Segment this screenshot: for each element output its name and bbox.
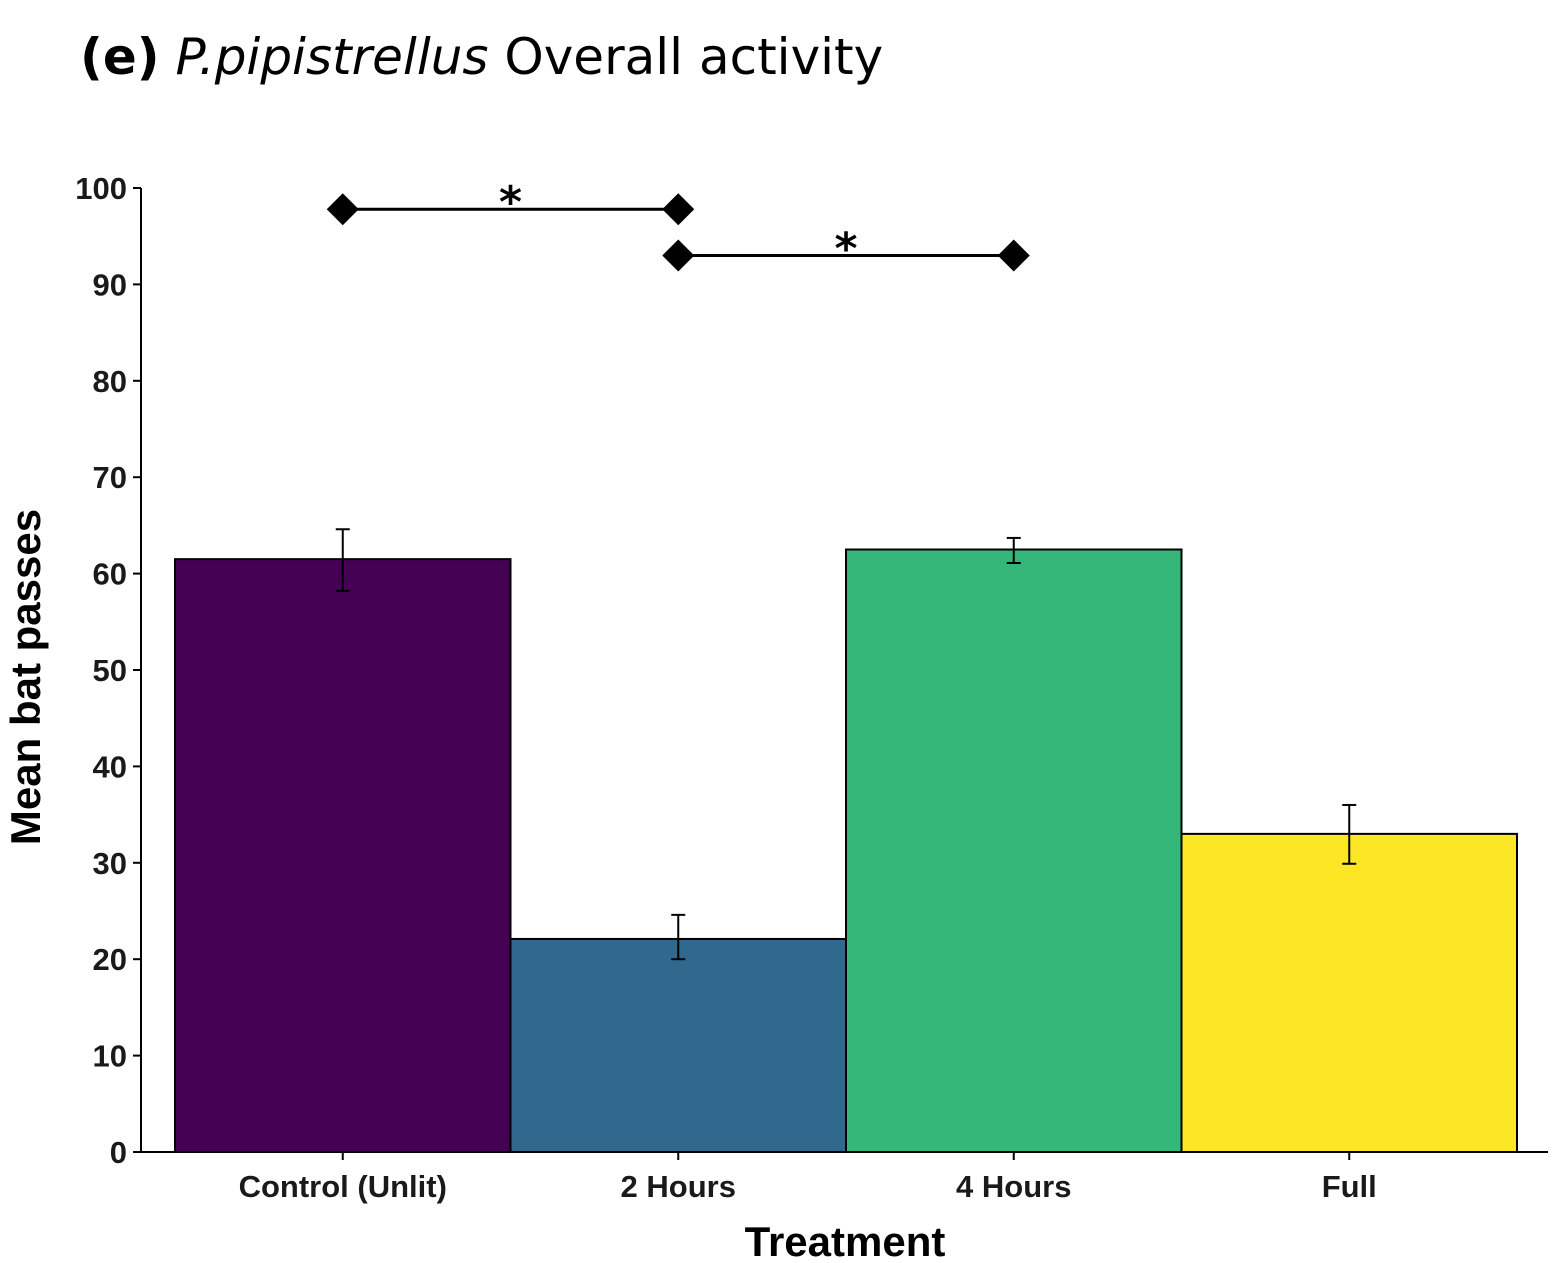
- y-tick-label: 80: [93, 364, 127, 399]
- bar-3: [845, 548, 1183, 1153]
- y-tick-label: 40: [93, 749, 127, 784]
- panel-label: (e): [80, 28, 160, 86]
- bar-4: [1180, 832, 1518, 1153]
- x-tick-label: Control (Unlit): [239, 1169, 447, 1204]
- significance-star-1: *: [499, 177, 522, 228]
- y-tick-label: 0: [110, 1135, 127, 1170]
- y-tick-label: 60: [93, 557, 127, 592]
- x-tick-label: Full: [1322, 1169, 1377, 1204]
- significance-star-2: *: [834, 223, 857, 274]
- axes: 0 10 20 30 40 50 60 70 80 90 100 Control (Unlit) 2 H…: [75, 171, 1548, 1204]
- x-tick-label: 4 Hours: [956, 1169, 1071, 1204]
- title-rest: Overall activity: [504, 28, 884, 86]
- significance-annotations: **: [326, 177, 1030, 274]
- y-tick-label: 70: [93, 460, 127, 495]
- bars: [174, 548, 1518, 1153]
- x-tick-label: 2 Hours: [621, 1169, 736, 1204]
- y-tick-label: 100: [75, 171, 127, 206]
- x-axis-title: Treatment: [745, 1218, 946, 1263]
- y-tick-label: 90: [93, 267, 127, 302]
- bar-1: [174, 558, 512, 1153]
- y-tick-label: 20: [93, 942, 127, 977]
- bar-2: [509, 937, 847, 1153]
- significance-marker-2-2: [997, 239, 1030, 272]
- y-axis-title: Mean bat passes: [2, 509, 49, 845]
- significance-marker-1-2: [662, 193, 695, 226]
- significance-marker-2-1: [662, 239, 695, 272]
- significance-marker-1-1: [326, 193, 359, 226]
- y-tick-label: 50: [93, 653, 127, 688]
- y-tick-label: 10: [93, 1039, 127, 1074]
- species-name: P.pipistrellus: [175, 28, 489, 86]
- chart-title: (e) P.pipistrellus Overall activity: [80, 28, 883, 86]
- y-tick-label: 30: [93, 846, 127, 881]
- error-bars: [335, 528, 1357, 961]
